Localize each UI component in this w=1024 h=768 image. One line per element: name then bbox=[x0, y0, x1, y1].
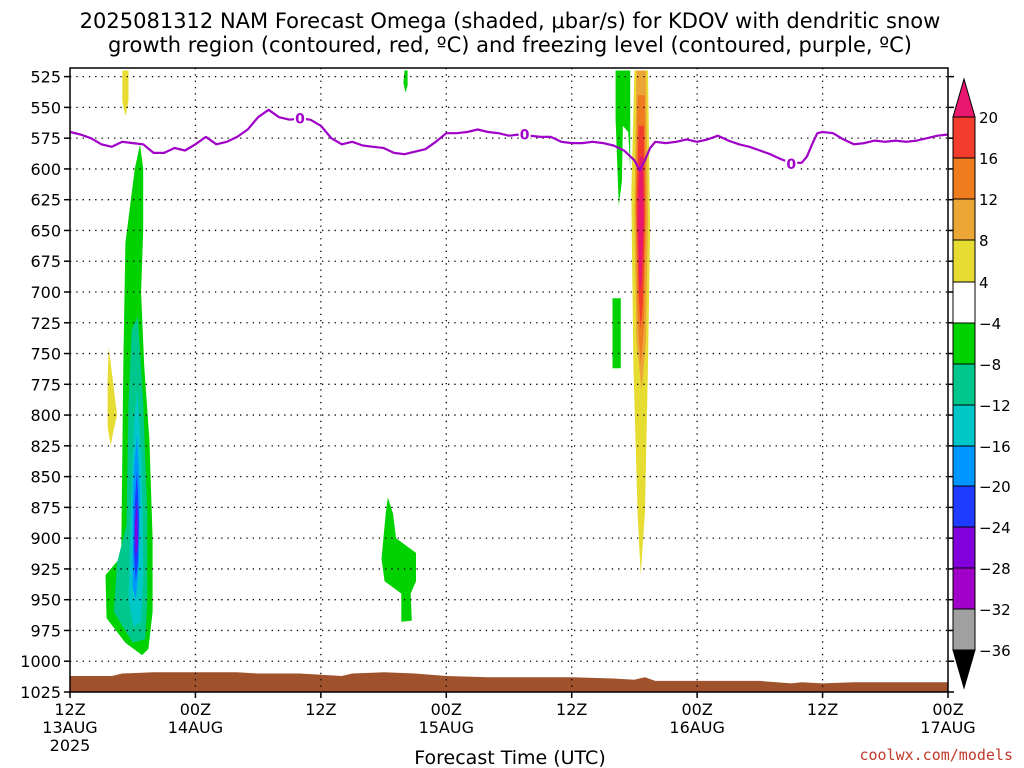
y-tick-label: 600 bbox=[30, 160, 61, 179]
y-tick-label: 1025 bbox=[20, 683, 61, 702]
freezing-label-bg-1 bbox=[518, 125, 531, 142]
colorbar-swatch bbox=[952, 281, 976, 324]
colorbar-label: −12 bbox=[979, 397, 1011, 415]
x-tick-label: 16AUG bbox=[669, 718, 724, 737]
x-tick-label: 12Z bbox=[305, 700, 336, 719]
colorbar-swatch bbox=[952, 485, 976, 528]
y-tick-label: 825 bbox=[30, 437, 61, 456]
freezing-level-label: 0 bbox=[295, 111, 305, 127]
colorbar-label: −24 bbox=[979, 519, 1011, 537]
y-tick-label: 800 bbox=[30, 406, 61, 425]
freezing-label-bg-2 bbox=[785, 155, 798, 171]
colorbar-swatch bbox=[952, 649, 976, 690]
x-axis-label: Forecast Time (UTC) bbox=[414, 747, 605, 768]
colorbar-label: 16 bbox=[979, 150, 998, 168]
colorbar-label: −20 bbox=[979, 478, 1011, 496]
chart-title-line-1: 2025081312 NAM Forecast Omega (shaded, μ… bbox=[80, 9, 941, 33]
y-tick-label: 625 bbox=[30, 191, 61, 210]
credit-text: coolwx.com/models bbox=[859, 746, 1013, 764]
colorbar-swatch bbox=[952, 239, 976, 283]
colorbar-label: −28 bbox=[979, 560, 1011, 578]
colorbar-label: 4 bbox=[979, 274, 989, 292]
colorbar-label: −32 bbox=[979, 601, 1011, 619]
colorbar-swatch bbox=[952, 322, 976, 365]
chart-title-line-2: growth region (contoured, red, ºC) and f… bbox=[108, 33, 912, 57]
x-tick-label: 00Z bbox=[180, 700, 211, 719]
y-tick-label: 550 bbox=[30, 98, 61, 117]
omega-region-16 bbox=[637, 156, 644, 292]
omega-region-0 bbox=[122, 70, 129, 116]
x-tick-label: 00Z bbox=[431, 700, 462, 719]
x-tick-label: 12Z bbox=[807, 700, 838, 719]
x-tick-label: 15AUG bbox=[419, 718, 474, 737]
x-tick-label: 13AUG bbox=[42, 718, 97, 737]
omega-region-1 bbox=[107, 347, 117, 446]
x-tick-label: 17AUG bbox=[920, 718, 975, 737]
y-tick-label: 1000 bbox=[20, 652, 61, 671]
colorbar-label: 12 bbox=[979, 191, 998, 209]
freezing-level-label: 0 bbox=[520, 127, 530, 143]
colorbar-label: −8 bbox=[979, 356, 1001, 374]
y-tick-label: 575 bbox=[30, 129, 61, 148]
colorbar-label: 20 bbox=[979, 109, 998, 127]
plot-area: 0 0 0 525 550 575 600 625 650 675 700 725 750 775 800 8… bbox=[20, 67, 976, 755]
omega-region-7 bbox=[134, 501, 138, 557]
x-tick-label: 12Z bbox=[556, 700, 587, 719]
colorbar-swatch bbox=[952, 404, 976, 447]
y-tick-label: 950 bbox=[30, 591, 61, 610]
colorbar-swatch bbox=[952, 445, 976, 487]
colorbar-swatch bbox=[952, 526, 976, 569]
x-tick-label: 2025 bbox=[50, 736, 91, 755]
colorbar-label: −16 bbox=[979, 438, 1011, 456]
y-tick-label: 700 bbox=[30, 283, 61, 302]
colorbar-label: 8 bbox=[979, 232, 989, 250]
colorbar-swatch bbox=[952, 116, 976, 159]
y-tick-label: 725 bbox=[30, 314, 61, 333]
colorbar-swatch bbox=[952, 77, 976, 118]
colorbar-swatch bbox=[952, 157, 976, 200]
y-tick-label: 750 bbox=[30, 345, 61, 364]
y-tick-label: 775 bbox=[30, 375, 61, 394]
x-tick-label: 00Z bbox=[681, 700, 712, 719]
colorbar-label: −4 bbox=[979, 315, 1001, 333]
x-tick-label: 12Z bbox=[54, 700, 85, 719]
y-tick-label: 675 bbox=[30, 252, 61, 271]
omega-region-10 bbox=[615, 70, 631, 206]
colorbar-label: −36 bbox=[979, 642, 1011, 660]
x-tick-label: 14AUG bbox=[168, 718, 223, 737]
y-tick-label: 925 bbox=[30, 560, 61, 579]
colorbar: 20 16 12 8 4 −4 −8 −12 −16 −20 −24 −28 −32 −36 bbox=[952, 77, 1011, 690]
x-tick-label: 00Z bbox=[932, 700, 963, 719]
colorbar-swatch bbox=[952, 567, 976, 610]
plot-frame bbox=[69, 67, 949, 693]
freezing-label-bg-0 bbox=[293, 109, 306, 126]
y-tick-label: 525 bbox=[30, 68, 61, 87]
colorbar-swatch bbox=[952, 363, 976, 406]
omega-region-9 bbox=[381, 497, 416, 622]
omega-region-8 bbox=[403, 70, 408, 93]
freezing-level-line bbox=[70, 108, 948, 172]
y-tick-label: 875 bbox=[30, 498, 61, 517]
omega-region-11 bbox=[612, 298, 621, 369]
y-tick-label: 650 bbox=[30, 221, 61, 240]
freezing-level-label: 0 bbox=[786, 157, 796, 173]
surface-terrain bbox=[70, 672, 948, 692]
colorbar-swatch bbox=[952, 198, 976, 241]
colorbar-swatch bbox=[952, 608, 976, 651]
y-tick-label: 975 bbox=[30, 621, 61, 640]
y-tick-label: 900 bbox=[30, 529, 61, 548]
y-tick-label: 850 bbox=[30, 468, 61, 487]
plot-content: 0 0 0 bbox=[70, 68, 948, 692]
